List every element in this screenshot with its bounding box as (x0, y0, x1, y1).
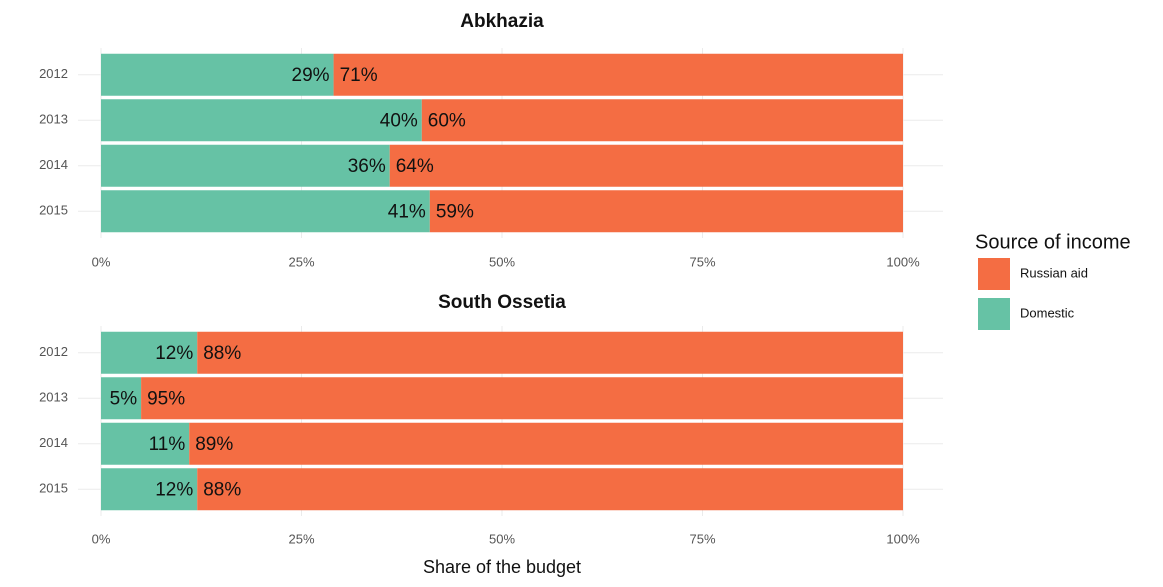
data-label: 64% (396, 156, 434, 177)
data-label: 95% (147, 388, 185, 409)
x-tick-label: 50% (489, 531, 515, 546)
y-tick-label: 2014 (39, 157, 68, 172)
y-tick-label: 2015 (39, 203, 68, 218)
bar-segment (429, 190, 903, 233)
panel-title: South Ossetia (438, 292, 566, 313)
data-label: 71% (340, 65, 378, 86)
y-tick-label: 2015 (39, 481, 68, 496)
data-label: 11% (149, 434, 186, 455)
bar-segment (333, 53, 904, 96)
data-label: 88% (203, 343, 241, 364)
bar-segment (101, 422, 190, 465)
legend-swatch (978, 298, 1010, 330)
x-tick-label: 75% (689, 531, 715, 546)
bar-segment (197, 331, 904, 374)
data-label: 12% (155, 479, 193, 500)
legend-swatch (978, 258, 1010, 290)
bar-segment (197, 468, 904, 511)
data-label: 60% (428, 110, 466, 131)
bar-segment (101, 53, 334, 96)
x-tick-label: 100% (886, 254, 920, 269)
data-label: 40% (380, 110, 418, 131)
bar-segment (101, 190, 430, 233)
x-axis-label: Share of the budget (423, 557, 581, 577)
bar-segment (101, 99, 422, 142)
y-tick-label: 2013 (39, 112, 68, 127)
x-tick-label: 0% (92, 531, 111, 546)
legend-title: Source of income (975, 231, 1131, 253)
data-label: 5% (110, 388, 138, 409)
bar-segment (101, 377, 142, 420)
x-tick-label: 0% (92, 254, 111, 269)
x-tick-label: 25% (288, 254, 314, 269)
panel-title: Abkhazia (460, 11, 544, 32)
bar-segment (389, 144, 904, 187)
y-tick-label: 2012 (39, 344, 68, 359)
x-tick-label: 25% (288, 531, 314, 546)
data-label: 41% (388, 201, 426, 222)
bar-segment (189, 422, 904, 465)
bar-segment (421, 99, 903, 142)
y-tick-label: 2014 (39, 435, 68, 450)
data-label: 29% (292, 65, 330, 86)
data-label: 12% (155, 343, 193, 364)
data-label: 88% (203, 479, 241, 500)
data-label: 89% (195, 434, 233, 455)
x-tick-label: 75% (689, 254, 715, 269)
data-label: 59% (436, 201, 474, 222)
x-tick-label: 100% (886, 531, 920, 546)
bar-segment (101, 331, 198, 374)
legend-label: Russian aid (1020, 265, 1088, 280)
y-tick-label: 2013 (39, 390, 68, 405)
legend-label: Domestic (1020, 305, 1075, 320)
y-tick-label: 2012 (39, 66, 68, 81)
bar-segment (101, 468, 198, 511)
bar-segment (101, 144, 390, 187)
x-tick-label: 50% (489, 254, 515, 269)
bar-segment (141, 377, 904, 420)
data-label: 36% (348, 156, 386, 177)
